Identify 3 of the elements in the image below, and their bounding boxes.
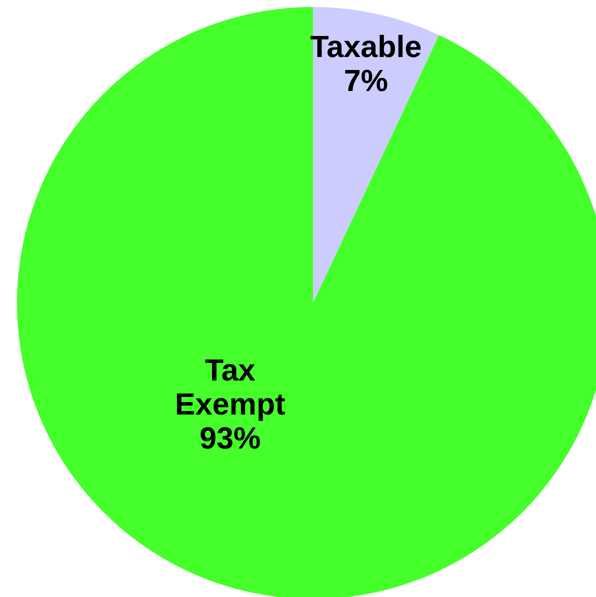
slice-label: Tax Exempt	[176, 359, 285, 421]
data-label: 93%	[200, 427, 260, 449]
data-label: 7%	[345, 70, 388, 92]
